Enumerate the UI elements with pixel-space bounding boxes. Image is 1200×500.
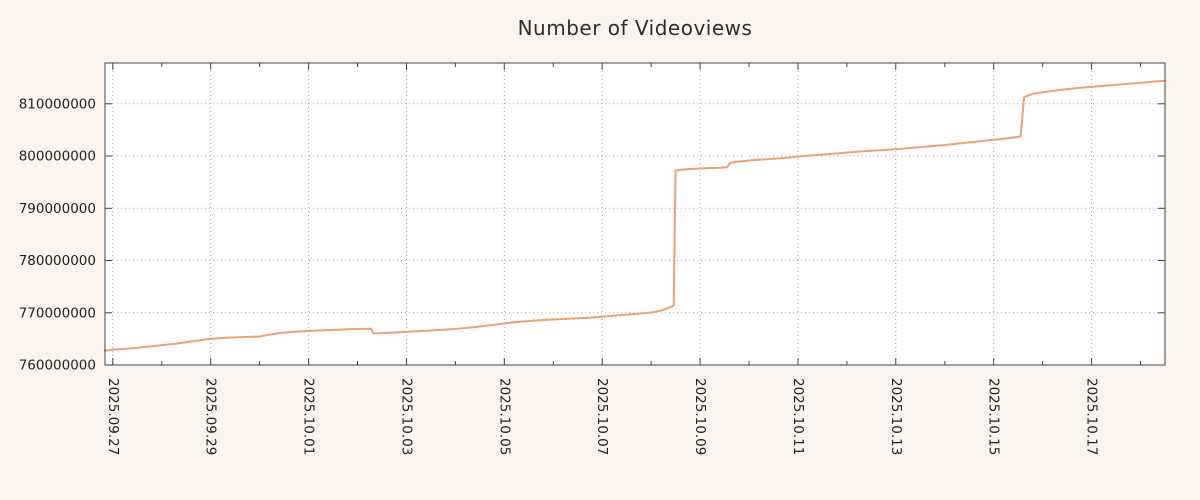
x-tick-label: 2025.10.05: [496, 378, 512, 455]
data-line-videoviews: [104, 79, 1166, 352]
x-tick-label: 2025.09.29: [203, 378, 219, 455]
chart-title: Number of Videoviews: [517, 16, 753, 40]
y-tick-label: 760000000: [19, 358, 96, 374]
x-tick-label: 2025.10.07: [594, 378, 610, 455]
y-tick-label: 810000000: [19, 96, 96, 112]
x-tick-label: 2025.10.01: [301, 378, 317, 455]
x-tick-label: 2025.10.13: [888, 378, 904, 455]
x-tick-label: 2025.10.17: [1084, 378, 1100, 455]
x-tick-label: 2025.10.15: [986, 378, 1002, 455]
y-tick-label: 790000000: [19, 201, 96, 217]
x-tick-label: 2025.10.11: [790, 378, 806, 455]
x-tick-label: 2025.10.09: [692, 378, 708, 455]
x-tick-label: 2025.10.03: [399, 378, 415, 455]
y-tick-label: 780000000: [19, 253, 96, 269]
plot-background: [105, 63, 1165, 365]
y-tick-label: 800000000: [19, 149, 96, 165]
plot-border: [104, 62, 1166, 366]
x-tick-label: 2025.09.27: [105, 378, 121, 455]
y-tick-label: 770000000: [19, 305, 96, 321]
